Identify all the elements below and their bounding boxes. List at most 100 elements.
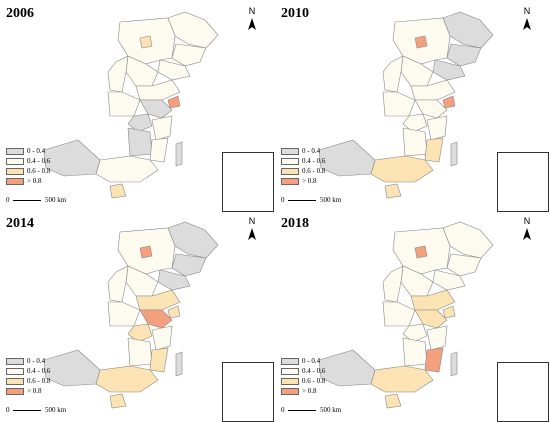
legend-item: 0 - 0.4: [6, 356, 50, 366]
year-label: 2014: [6, 216, 34, 231]
region-hainan: [109, 393, 127, 409]
scale-end: 500 km: [320, 196, 342, 204]
region-heilongjiang: [442, 11, 494, 49]
region-hainan: [109, 183, 127, 199]
region-fujian: [424, 137, 444, 163]
scale-start: 0: [6, 196, 10, 204]
region-hainan: [384, 393, 402, 409]
north-arrow-icon: N: [248, 6, 256, 30]
legend-label: > 0.8: [302, 177, 317, 185]
region-anhui: [127, 323, 153, 343]
legend-label: 0.6 - 0.8: [27, 377, 51, 385]
region-zhejiang: [426, 325, 448, 351]
legend-label: 0 - 0.4: [302, 357, 321, 365]
region-guangxi: [318, 349, 376, 387]
region-liaoning: [432, 59, 466, 81]
region-zhejiang: [151, 115, 173, 141]
region-henan: [107, 91, 141, 117]
scale-start: 0: [281, 196, 285, 204]
scale-end: 500 km: [320, 406, 342, 414]
legend-swatch: [281, 357, 299, 365]
legend-swatch: [6, 167, 24, 175]
region-zhejiang: [151, 325, 173, 351]
region-shanghai: [442, 305, 456, 319]
legend-item: 0.4 - 0.6: [6, 366, 50, 376]
legend-label: 0 - 0.4: [302, 147, 321, 155]
svg-text:N: N: [524, 216, 531, 226]
region-guangxi: [318, 139, 376, 177]
region-henan: [382, 301, 416, 327]
legend-label: 0.6 - 0.8: [302, 167, 326, 175]
region-taiwan: [175, 351, 183, 377]
legend-item: 0.6 - 0.8: [281, 166, 325, 176]
region-jilin: [171, 43, 207, 67]
region-guangdong: [370, 365, 434, 393]
map-svg: N: [318, 6, 531, 199]
region-jiangsu: [414, 99, 448, 119]
region-jiangsu: [414, 309, 448, 329]
scale-bar: 0 500 km: [6, 196, 66, 204]
map-panel-2010: 2010 N 0 - 0.4 0.4 - 0.6 0.6 - 0.8 > 0.8…: [275, 0, 550, 212]
legend-label: 0 - 0.4: [27, 147, 46, 155]
region-henan: [107, 301, 141, 327]
legend-swatch: [6, 157, 24, 165]
svg-text:N: N: [249, 216, 256, 226]
legend-swatch: [6, 147, 24, 155]
legend-item: 0.6 - 0.8: [281, 376, 325, 386]
scale-end: 500 km: [45, 406, 67, 414]
legend-label: 0.4 - 0.6: [27, 157, 51, 165]
legend-item: > 0.8: [6, 176, 50, 186]
legend-item: 0.4 - 0.6: [6, 156, 50, 166]
region-jiangsu: [139, 99, 173, 119]
region-taiwan: [450, 141, 458, 167]
region-taiwan: [175, 141, 183, 167]
map-panel-2006: 2006 N 0 - 0.4 0.4 - 0.6 0.6 - 0.8 > 0.8…: [0, 0, 275, 212]
region-guangdong: [95, 365, 159, 393]
region-beijing: [139, 245, 153, 259]
region-jiangxi: [127, 127, 153, 157]
scale-end: 500 km: [45, 196, 67, 204]
legend-swatch: [281, 177, 299, 185]
north-arrow-icon: N: [523, 6, 531, 30]
legend-label: 0.4 - 0.6: [302, 157, 326, 165]
legend-label: > 0.8: [27, 177, 42, 185]
north-arrow-icon: N: [248, 216, 256, 240]
legend-swatch: [281, 387, 299, 395]
year-label: 2010: [281, 6, 309, 21]
legend-label: 0.4 - 0.6: [302, 367, 326, 375]
region-fujian: [149, 347, 169, 373]
legend-label: 0.6 - 0.8: [302, 377, 326, 385]
legend-label: 0.4 - 0.6: [27, 367, 51, 375]
region-jiangxi: [402, 337, 428, 367]
region-shanghai: [167, 305, 181, 319]
legend-item: 0.4 - 0.6: [281, 156, 325, 166]
region-fujian: [149, 137, 169, 163]
region-jilin: [171, 253, 207, 277]
region-anhui: [127, 113, 153, 133]
region-liaoning: [157, 269, 191, 291]
scale-start: 0: [6, 406, 10, 414]
map-svg: N: [43, 6, 256, 199]
region-guangdong: [95, 155, 159, 183]
legend: 0 - 0.4 0.4 - 0.6 0.6 - 0.8 > 0.8: [6, 146, 50, 186]
legend-item: > 0.8: [6, 386, 50, 396]
legend-item: 0.6 - 0.8: [6, 376, 50, 386]
year-label: 2006: [6, 6, 34, 21]
region-heilongjiang: [167, 221, 219, 259]
legend-swatch: [281, 157, 299, 165]
legend-item: 0.4 - 0.6: [281, 366, 325, 376]
region-jiangxi: [127, 337, 153, 367]
region-taiwan: [450, 351, 458, 377]
legend-item: 0 - 0.4: [281, 146, 325, 156]
legend-swatch: [6, 387, 24, 395]
legend-label: > 0.8: [302, 387, 317, 395]
map-panel-2018: 2018 N 0 - 0.4 0.4 - 0.6 0.6 - 0.8 > 0.8…: [275, 210, 550, 422]
south-china-sea-inset: [222, 152, 274, 212]
region-beijing: [414, 245, 428, 259]
scale-bar: 0 500 km: [281, 196, 341, 204]
region-hainan: [384, 183, 402, 199]
map-panel-2014: 2014 N 0 - 0.4 0.4 - 0.6 0.6 - 0.8 > 0.8…: [0, 210, 275, 422]
south-china-sea-inset: [222, 362, 274, 422]
legend-item: > 0.8: [281, 176, 325, 186]
legend-item: 0 - 0.4: [6, 146, 50, 156]
